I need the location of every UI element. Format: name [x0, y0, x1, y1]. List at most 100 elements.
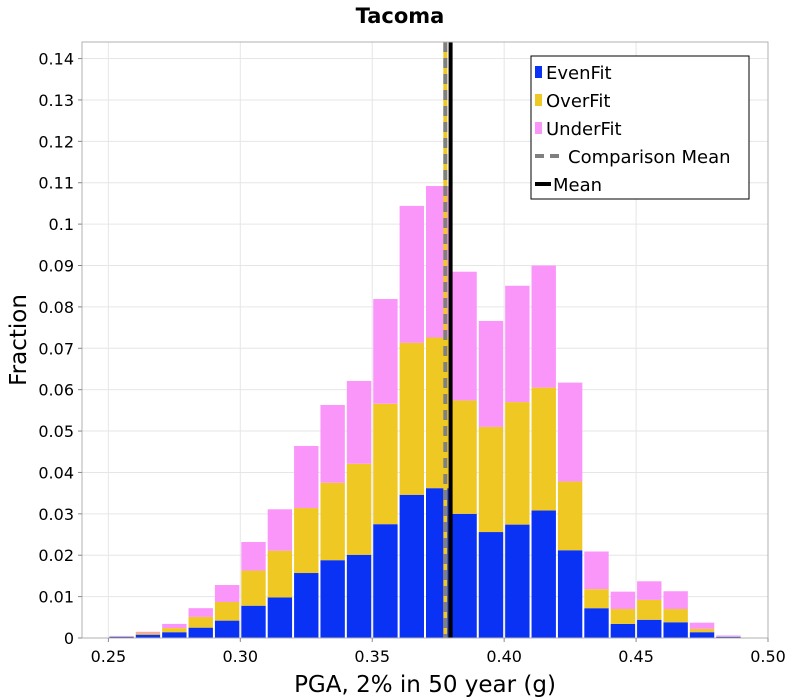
y-tick-label: 0.03: [38, 505, 74, 524]
bar-evenfit-4: [214, 620, 240, 638]
x-tick-label: 0.30: [222, 647, 258, 666]
bar-overfit-18: [584, 589, 609, 609]
x-axis-title: PGA, 2% in 50 year (g): [294, 672, 556, 698]
axis-ticks: 0 0.01 0.02 0.03 0.04 0.05 0.06 0.07 0.08 0.09 0.1…: [38, 50, 785, 666]
legend-label-evenfit: EvenFit: [546, 63, 612, 84]
bar-evenfit-6: [267, 597, 293, 638]
bar-overfit-13: [452, 400, 477, 514]
bar-evenfit-20: [637, 619, 662, 638]
bar-underfit-6: [267, 509, 293, 551]
bar-overfit-16: [531, 387, 556, 511]
bar-evenfit-3: [188, 627, 213, 638]
y-tick-label: 0.01: [38, 588, 74, 607]
bar-underfit-18: [584, 551, 609, 590]
y-tick-label: 0.02: [38, 546, 74, 565]
y-tick-label: 0.1: [49, 215, 74, 234]
bar-overfit-14: [478, 426, 504, 533]
legend: EvenFit OverFit UnderFit Comparison Mean Mea…: [530, 55, 750, 200]
bar-evenfit-19: [610, 623, 636, 638]
bar-underfit-2: [162, 623, 187, 629]
legend-label-overfit: OverFit: [546, 91, 610, 112]
bar-evenfit-14: [478, 532, 504, 638]
x-tick-label: 0.35: [354, 647, 390, 666]
y-tick-label: 0: [64, 629, 74, 648]
bar-overfit-1: [135, 633, 161, 635]
bar-evenfit-23: [716, 636, 741, 638]
bar-underfit-23: [716, 635, 741, 637]
bar-underfit-19: [610, 591, 636, 610]
bar-overfit-9: [346, 463, 372, 555]
y-tick-label: 0.13: [38, 91, 74, 110]
bar-overfit-21: [663, 609, 688, 623]
x-tick-label: 0.50: [750, 647, 786, 666]
bar-overfit-15: [505, 402, 530, 525]
bar-evenfit-7: [294, 573, 319, 638]
bar-underfit-9: [346, 380, 372, 464]
legend-label-mean: Mean: [553, 175, 602, 196]
legend-swatch-overfit: [535, 94, 542, 106]
bars: [109, 186, 741, 638]
bar-underfit-17: [557, 382, 583, 482]
bar-evenfit-5: [241, 605, 266, 638]
bar-overfit-10: [373, 403, 398, 525]
bar-evenfit-10: [373, 524, 398, 638]
y-tick-label: 0.12: [38, 132, 74, 151]
bar-underfit-21: [663, 591, 688, 610]
legend-label-comparison-mean: Comparison Mean: [568, 147, 731, 168]
y-tick-label: 0.06: [38, 381, 74, 400]
x-tick-label: 0.25: [91, 647, 127, 666]
bar-evenfit-21: [663, 622, 688, 638]
bar-underfit-7: [294, 445, 319, 509]
bar-evenfit-22: [689, 632, 715, 638]
y-tick-label: 0.04: [38, 463, 74, 482]
x-tick-label: 0.45: [618, 647, 654, 666]
bar-underfit-11: [399, 205, 424, 343]
y-tick-label: 0.09: [38, 257, 74, 276]
bar-overfit-20: [637, 599, 662, 620]
bar-overfit-4: [214, 601, 240, 621]
bar-overfit-3: [188, 616, 213, 628]
bar-underfit-15: [505, 285, 530, 403]
legend-swatch-underfit: [535, 122, 542, 134]
bar-overfit-19: [610, 609, 636, 624]
bar-evenfit-16: [531, 510, 556, 638]
bar-evenfit-18: [584, 608, 609, 638]
bar-evenfit-17: [557, 550, 583, 638]
bar-overfit-17: [557, 481, 583, 551]
legend-swatch-evenfit: [535, 66, 542, 78]
y-tick-label: 0.07: [38, 339, 74, 358]
bar-underfit-3: [188, 608, 213, 617]
bar-overfit-22: [689, 628, 715, 633]
bar-underfit-5: [241, 541, 266, 571]
bar-underfit-10: [373, 299, 398, 404]
bar-evenfit-9: [346, 554, 372, 638]
legend-box: [530, 55, 750, 200]
y-axis-title: Fraction: [6, 294, 32, 386]
bar-evenfit-8: [320, 560, 345, 638]
bar-evenfit-15: [505, 524, 530, 638]
bar-evenfit-11: [399, 494, 424, 638]
x-tick-label: 0.40: [486, 647, 522, 666]
bar-evenfit-0: [109, 636, 134, 638]
bar-evenfit-2: [162, 632, 187, 638]
legend-label-underfit: UnderFit: [546, 119, 622, 140]
bar-overfit-7: [294, 508, 319, 574]
bar-underfit-13: [452, 271, 477, 401]
y-tick-label: 0.08: [38, 298, 74, 317]
bar-overfit-2: [162, 628, 187, 633]
bar-underfit-1: [135, 631, 161, 634]
y-tick-label: 0.14: [38, 50, 74, 69]
bar-underfit-20: [637, 581, 662, 600]
chart-title: Tacoma: [356, 4, 445, 28]
bar-underfit-4: [214, 585, 240, 602]
bar-overfit-5: [241, 570, 266, 606]
bar-overfit-6: [267, 550, 293, 598]
bar-evenfit-1: [135, 634, 161, 638]
bar-underfit-22: [689, 622, 715, 629]
y-tick-label: 0.05: [38, 422, 74, 441]
bar-overfit-8: [320, 482, 345, 561]
y-tick-label: 0.11: [38, 174, 74, 193]
bar-evenfit-13: [452, 513, 477, 638]
